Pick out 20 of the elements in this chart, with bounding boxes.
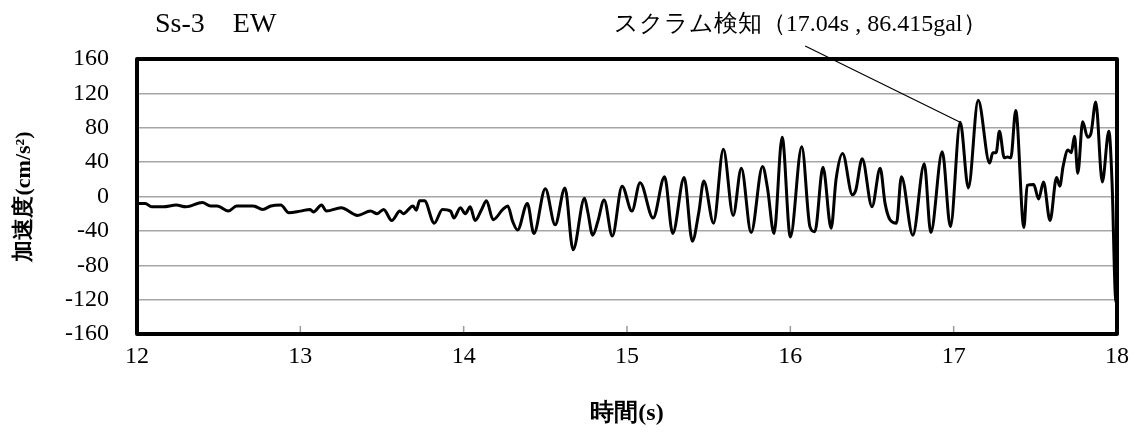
y-tick-label: -160 — [65, 319, 109, 346]
x-tick-label: 16 — [778, 341, 803, 368]
y-tick-label: -40 — [77, 216, 109, 243]
annotation: スクラム検知（17.04s , 86.415gal） — [613, 10, 987, 37]
y-tick-label: -80 — [77, 250, 109, 277]
y-tick-label: 160 — [73, 44, 109, 71]
y-tick-label: -120 — [65, 284, 109, 311]
x-tick-label: 12 — [125, 341, 149, 368]
x-tick-label: 14 — [451, 341, 476, 368]
y-tick-label: 80 — [85, 113, 109, 140]
x-tick-label: 13 — [288, 341, 313, 368]
x-tick-label: 15 — [615, 341, 639, 368]
y-axis-title: 加速度(cm/s²) — [9, 131, 35, 263]
y-tick-label: 120 — [73, 78, 109, 105]
x-tick-label: 17 — [941, 341, 966, 368]
chart-title: Ss-3 EW — [155, 7, 277, 39]
y-tick-label: 0 — [97, 181, 109, 208]
x-axis-title: 時間(s) — [590, 399, 664, 426]
y-tick-label: 40 — [85, 147, 109, 174]
x-tick-label: 18 — [1105, 341, 1129, 368]
